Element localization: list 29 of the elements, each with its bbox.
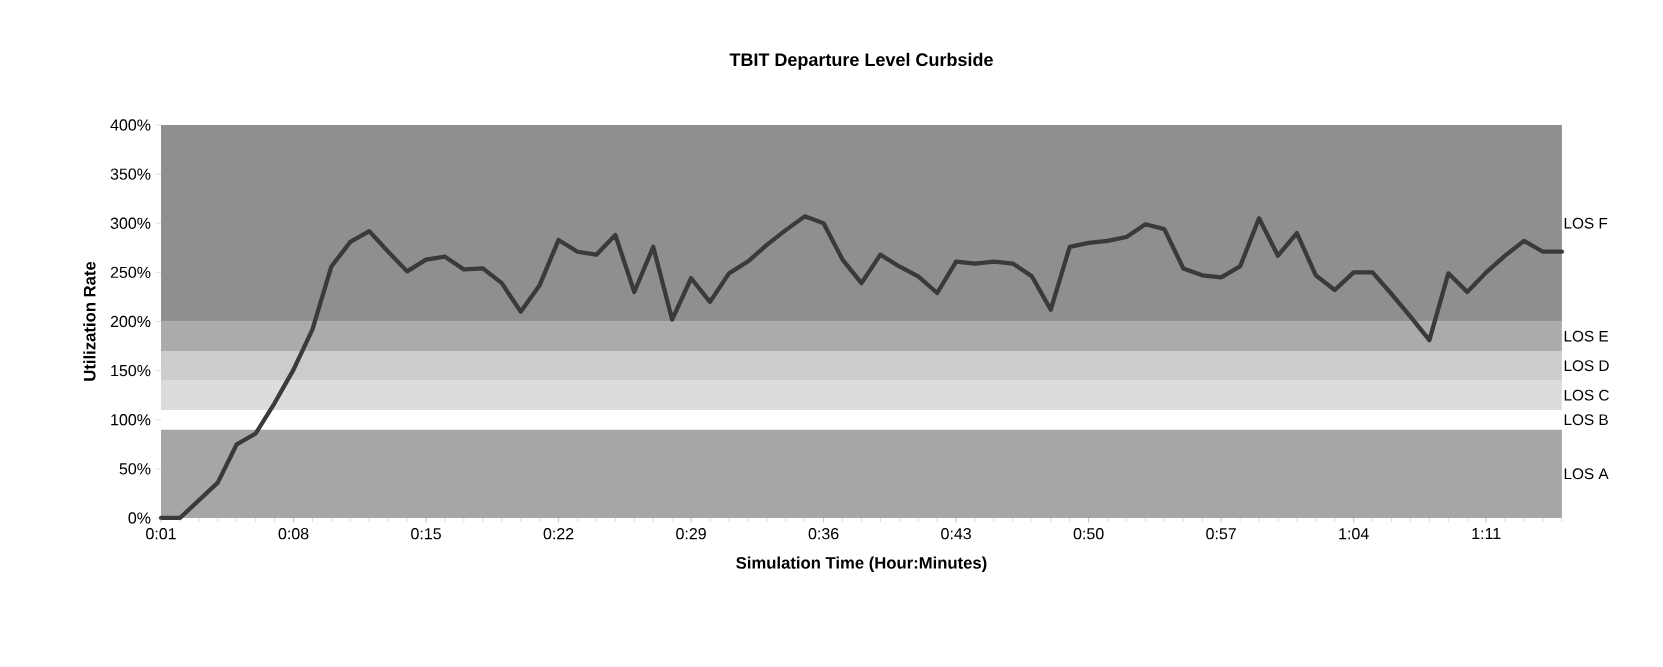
- chart-title: TBIT Departure Level Curbside: [729, 52, 993, 70]
- x-tick-label: 0:08: [278, 528, 309, 540]
- band-label: LOS C: [1564, 389, 1609, 401]
- band-label: LOS E: [1564, 330, 1608, 342]
- x-tick-label: 0:43: [941, 528, 971, 540]
- band-label: LOS D: [1564, 360, 1609, 372]
- x-tick-label: 0:01: [146, 528, 176, 540]
- band-label: LOS F: [1564, 217, 1608, 229]
- x-tick-label: 0:36: [808, 528, 839, 540]
- band-label: LOS A: [1564, 468, 1609, 480]
- y-tick-label: 400%: [110, 119, 151, 131]
- x-axis-title: Simulation Time (Hour:Minutes): [736, 556, 987, 573]
- x-tick-label: 0:29: [676, 528, 706, 540]
- y-tick-label: 350%: [110, 168, 151, 180]
- y-tick-label: 250%: [110, 266, 151, 279]
- band-label: LOS B: [1564, 414, 1608, 426]
- y-tick-label: 100%: [111, 414, 151, 426]
- x-tick-label: 0:50: [1073, 528, 1104, 540]
- x-tick-label: 1:04: [1339, 528, 1369, 540]
- y-tick-label: 50%: [119, 463, 151, 475]
- x-tick-label: 0:15: [411, 528, 441, 540]
- y-tick-label: 200%: [110, 315, 151, 328]
- x-tick-label: 1:11: [1472, 528, 1501, 540]
- y-tick-label: 150%: [111, 364, 151, 377]
- x-tick-label: 0:22: [543, 528, 574, 540]
- y-axis-title: Utilization Rate: [83, 261, 96, 381]
- y-tick-label: 300%: [110, 217, 151, 229]
- y-tick-label: 0%: [128, 512, 151, 524]
- x-tick-label: 0:57: [1206, 528, 1236, 540]
